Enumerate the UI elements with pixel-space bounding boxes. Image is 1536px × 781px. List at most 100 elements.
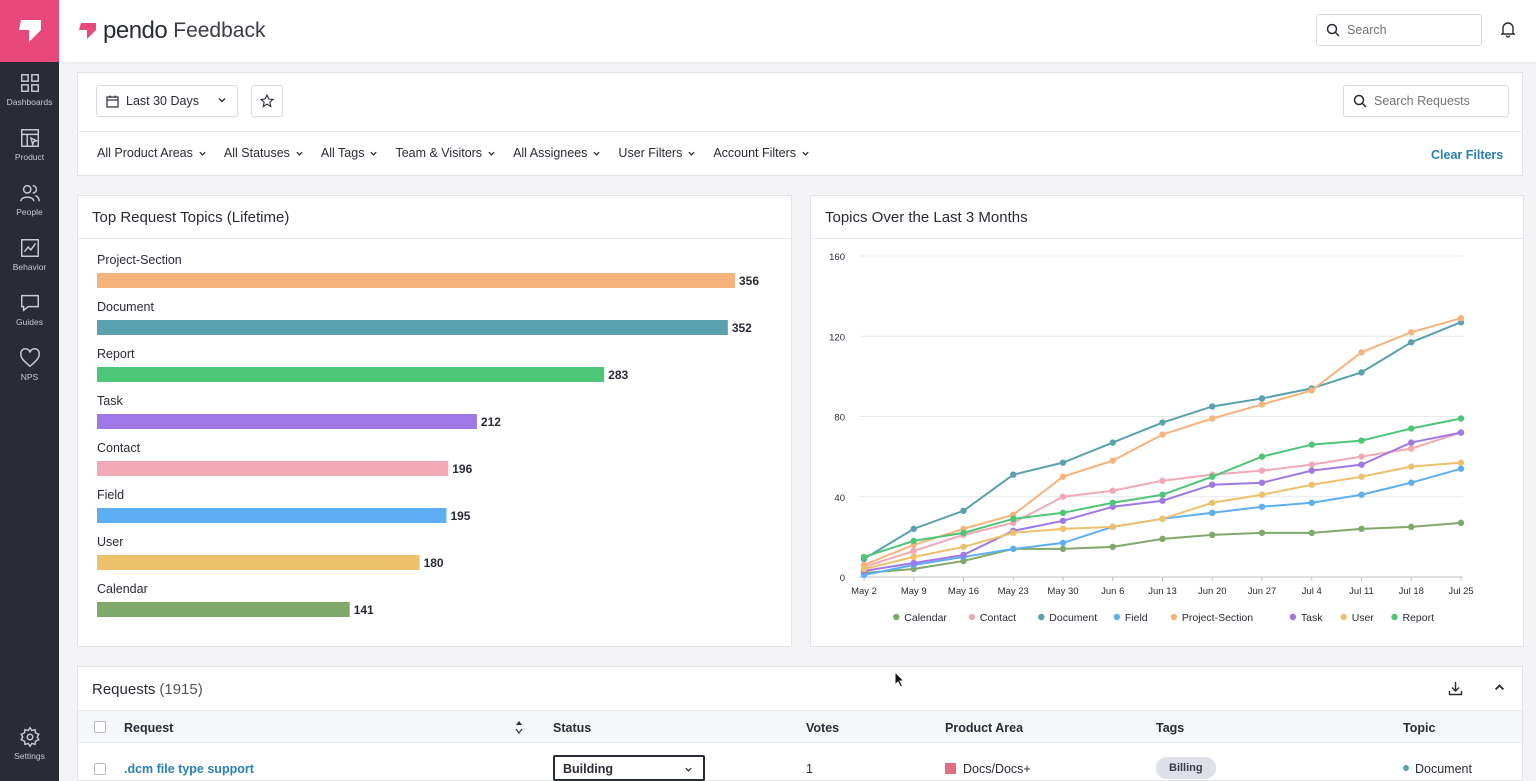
favorite-button[interactable] bbox=[251, 85, 283, 117]
legend-label[interactable]: Field bbox=[1125, 612, 1148, 624]
data-point[interactable] bbox=[1457, 429, 1465, 436]
data-point[interactable] bbox=[860, 565, 868, 573]
bar[interactable] bbox=[97, 273, 735, 288]
data-point[interactable] bbox=[960, 551, 967, 559]
data-point[interactable] bbox=[1308, 529, 1315, 537]
data-point[interactable] bbox=[1010, 545, 1017, 553]
filter-team-visitors[interactable]: Team & Visitors bbox=[395, 146, 496, 160]
data-point[interactable] bbox=[1059, 545, 1067, 553]
global-search-input[interactable] bbox=[1347, 23, 1467, 37]
data-point[interactable] bbox=[960, 543, 967, 551]
data-point[interactable] bbox=[1059, 517, 1067, 525]
data-point[interactable] bbox=[1159, 491, 1166, 498]
data-point[interactable] bbox=[1109, 523, 1116, 531]
data-point[interactable] bbox=[1109, 543, 1116, 551]
data-point[interactable] bbox=[1109, 439, 1116, 446]
notifications-button[interactable] bbox=[1499, 20, 1517, 43]
data-point[interactable] bbox=[1010, 515, 1017, 523]
data-point[interactable] bbox=[1308, 441, 1315, 448]
sidebar-item-dashboards[interactable]: Dashboards bbox=[0, 62, 59, 117]
data-point[interactable] bbox=[1408, 439, 1415, 446]
data-point[interactable] bbox=[1258, 467, 1266, 474]
data-point[interactable] bbox=[1059, 493, 1067, 500]
data-point[interactable] bbox=[1258, 479, 1266, 486]
row-checkbox[interactable] bbox=[94, 763, 106, 775]
column-product-area[interactable]: Product Area bbox=[945, 721, 1024, 735]
brand[interactable]: pendo Feedback bbox=[77, 17, 265, 45]
data-point[interactable] bbox=[1109, 487, 1116, 494]
data-point[interactable] bbox=[910, 525, 917, 533]
data-point[interactable] bbox=[1358, 437, 1365, 444]
data-point[interactable] bbox=[910, 553, 917, 561]
chevron-up-icon[interactable] bbox=[1493, 681, 1506, 694]
clear-filters-link[interactable]: Clear Filters bbox=[1431, 148, 1504, 162]
data-point[interactable] bbox=[1358, 349, 1365, 356]
data-point[interactable] bbox=[910, 559, 917, 567]
filter-user-filters[interactable]: User Filters bbox=[618, 146, 696, 160]
data-point[interactable] bbox=[1258, 453, 1266, 460]
data-point[interactable] bbox=[1209, 473, 1216, 480]
filter-tags[interactable]: All Tags bbox=[321, 146, 379, 160]
data-point[interactable] bbox=[1209, 403, 1216, 410]
data-point[interactable] bbox=[1059, 525, 1067, 533]
data-point[interactable] bbox=[1408, 479, 1415, 486]
data-point[interactable] bbox=[1159, 515, 1166, 523]
sidebar-item-people[interactable]: People bbox=[0, 172, 59, 227]
bar[interactable] bbox=[97, 555, 420, 570]
data-point[interactable] bbox=[1358, 473, 1365, 480]
data-point[interactable] bbox=[1209, 509, 1216, 516]
data-point[interactable] bbox=[1258, 503, 1266, 510]
data-point[interactable] bbox=[1457, 465, 1465, 472]
sidebar-item-guides[interactable]: Guides bbox=[0, 282, 59, 337]
data-point[interactable] bbox=[1308, 461, 1315, 468]
data-point[interactable] bbox=[1258, 401, 1266, 408]
data-point[interactable] bbox=[1258, 529, 1266, 537]
data-point[interactable] bbox=[1308, 387, 1315, 394]
legend-label[interactable]: Task bbox=[1301, 612, 1323, 624]
sidebar-item-product[interactable]: Product bbox=[0, 117, 59, 172]
data-point[interactable] bbox=[1457, 519, 1465, 527]
data-point[interactable] bbox=[1408, 523, 1415, 531]
search-requests[interactable] bbox=[1343, 85, 1509, 117]
date-range-dropdown[interactable]: Last 30 Days bbox=[96, 85, 238, 117]
data-point[interactable] bbox=[1258, 491, 1266, 498]
column-request[interactable]: Request bbox=[124, 721, 174, 735]
select-all-checkbox[interactable] bbox=[94, 721, 106, 733]
data-point[interactable] bbox=[860, 553, 868, 561]
data-point[interactable] bbox=[1209, 481, 1216, 488]
data-point[interactable] bbox=[1408, 445, 1415, 452]
status-dropdown[interactable]: Building bbox=[553, 755, 705, 781]
sidebar-item-settings[interactable]: Settings bbox=[0, 716, 59, 771]
data-point[interactable] bbox=[1159, 431, 1166, 438]
sort-icon[interactable] bbox=[514, 719, 524, 735]
data-point[interactable] bbox=[1059, 473, 1067, 480]
filter-account-filters[interactable]: Account Filters bbox=[713, 146, 810, 160]
bar[interactable] bbox=[97, 367, 605, 382]
data-point[interactable] bbox=[1358, 369, 1365, 376]
legend-label[interactable]: Report bbox=[1403, 612, 1435, 624]
data-point[interactable] bbox=[1408, 339, 1415, 346]
filter-assignees[interactable]: All Assignees bbox=[513, 146, 601, 160]
search-requests-input[interactable] bbox=[1374, 94, 1499, 108]
data-point[interactable] bbox=[1308, 499, 1315, 506]
data-point[interactable] bbox=[1457, 415, 1465, 422]
download-icon[interactable] bbox=[1448, 681, 1463, 696]
data-point[interactable] bbox=[1159, 535, 1166, 543]
data-point[interactable] bbox=[1209, 499, 1216, 506]
data-point[interactable] bbox=[1408, 425, 1415, 432]
data-point[interactable] bbox=[910, 537, 917, 545]
column-topic[interactable]: Topic bbox=[1403, 721, 1436, 735]
data-point[interactable] bbox=[1159, 419, 1166, 426]
legend-label[interactable]: Project-Section bbox=[1182, 612, 1253, 624]
legend-label[interactable]: Document bbox=[1049, 612, 1097, 624]
legend-label[interactable]: User bbox=[1352, 612, 1375, 624]
data-point[interactable] bbox=[1408, 463, 1415, 470]
column-status[interactable]: Status bbox=[553, 721, 592, 735]
data-point[interactable] bbox=[1308, 481, 1315, 488]
column-votes[interactable]: Votes bbox=[806, 721, 840, 735]
data-point[interactable] bbox=[960, 529, 967, 537]
global-search[interactable] bbox=[1316, 14, 1482, 46]
bar[interactable] bbox=[97, 461, 449, 476]
data-point[interactable] bbox=[1408, 329, 1415, 336]
data-point[interactable] bbox=[1358, 453, 1365, 460]
